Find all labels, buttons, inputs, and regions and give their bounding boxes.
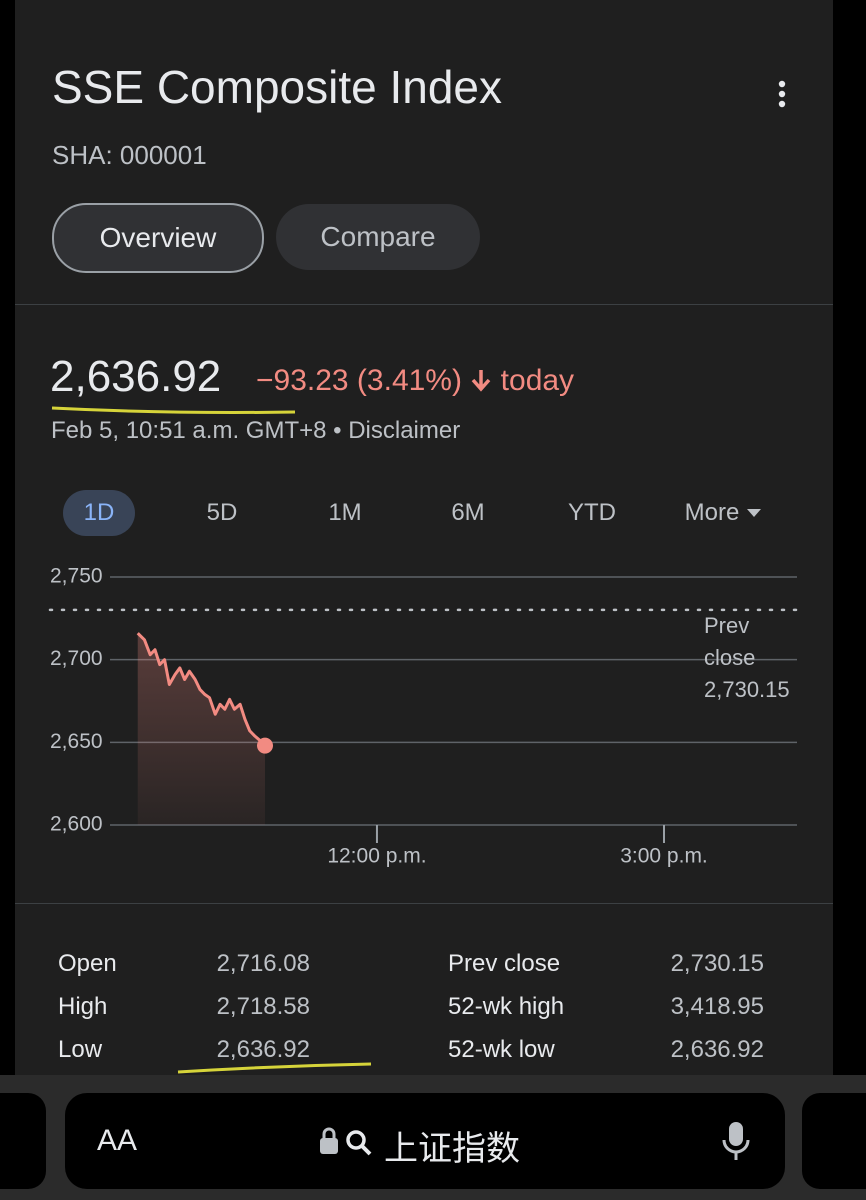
stat-label: 52-wk low [448, 1036, 555, 1063]
period: today [500, 364, 575, 397]
prev-close-annotation: Prev close 2,730.15 [704, 610, 790, 706]
range-5d[interactable]: 5D [206, 499, 238, 526]
y-tick-label: 2,600 [50, 813, 103, 836]
stat-value: 2,730.15 [670, 950, 764, 977]
x-tick-label: 12:00 p.m. [327, 845, 426, 868]
stat-label: Low [58, 1036, 103, 1063]
range-ytd[interactable]: YTD [568, 499, 616, 526]
stat-value: 3,418.95 [670, 993, 764, 1020]
symbol: SHA: 000001 [52, 140, 207, 170]
tab-overview[interactable]: Overview [52, 203, 264, 273]
y-tick-label: 2,650 [50, 730, 103, 753]
range-1m[interactable]: 1M [328, 499, 362, 526]
x-tick-label: 3:00 p.m. [620, 845, 708, 868]
price-change: −93.23 (3.41%) today [256, 364, 574, 398]
price: 2,636.92 [50, 352, 222, 401]
dropdown-icon [747, 509, 762, 517]
title: SSE Composite Index [52, 61, 503, 113]
tab-compare[interactable]: Compare [276, 204, 480, 270]
change: −93.23 (3.41%) [256, 364, 462, 397]
menu-icon[interactable] [772, 80, 792, 110]
y-tick-label: 2,750 [50, 565, 103, 588]
lock-search-icons [320, 1127, 372, 1156]
stat-value: 2,716.08 [216, 950, 310, 977]
timestamp: Feb 5, 10:51 a.m. GMT+8 • Disclaimer [51, 417, 461, 444]
prev-close-value: 2,730.15 [704, 676, 790, 702]
address-bar[interactable] [65, 1093, 785, 1189]
search-query: 上证指数 [384, 1130, 520, 1168]
next-tab[interactable] [802, 1093, 866, 1189]
range-6m[interactable]: 6M [451, 499, 485, 526]
stat-label: Prev close [448, 950, 561, 977]
down-arrow [472, 370, 491, 392]
prev-tab[interactable] [0, 1093, 46, 1189]
line [136, 632, 267, 747]
stat-label: 52-wk high [448, 993, 565, 1020]
more-label: More [684, 499, 740, 526]
stat-value: 2,636.92 [670, 1036, 764, 1063]
area [137, 633, 266, 825]
mic-icon[interactable] [720, 1120, 752, 1164]
range-more[interactable]: More [672, 490, 782, 536]
y-tick-label: 2,700 [50, 647, 103, 670]
result-card [15, 0, 833, 1075]
prev-close-title: Prev close [704, 612, 756, 670]
divider [15, 903, 833, 904]
stat-value: 2,636.92 [216, 1036, 310, 1063]
last-point [257, 737, 274, 754]
stat-label: High [58, 993, 108, 1020]
divider [15, 304, 833, 305]
range-1d[interactable]: 1D [63, 490, 135, 536]
highlight [51, 406, 296, 414]
stat-label: Open [58, 950, 117, 977]
chart: 2,600 2,650 2,700 2,750 12:00 p.m. 3:00 p.m. [48, 565, 799, 868]
stat-value: 2,718.58 [216, 993, 310, 1020]
text-size-button[interactable]: AA [97, 1124, 138, 1157]
highlight [177, 1062, 372, 1074]
